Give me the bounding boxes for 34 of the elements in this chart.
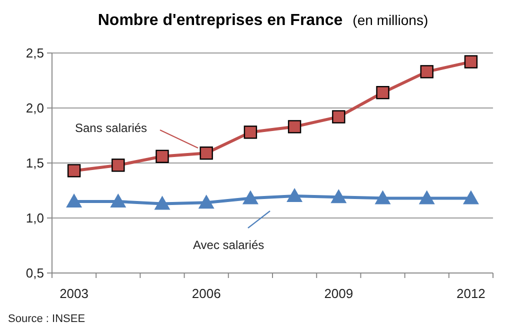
y-tick-label: 0,5 [26, 266, 44, 281]
point [376, 86, 390, 100]
point [110, 194, 126, 208]
point [330, 189, 347, 204]
point [462, 190, 479, 204]
x-tick-label: 2006 [192, 286, 221, 301]
series-label: Sans salariés [75, 121, 148, 135]
point [156, 150, 169, 163]
point [242, 190, 258, 204]
legend-label: Avec salariés [193, 238, 264, 252]
x-tick-label: 2003 [60, 286, 89, 301]
point [67, 164, 81, 178]
point [288, 120, 302, 134]
point [198, 194, 214, 209]
y-tick-label: 1,0 [26, 210, 44, 226]
point [286, 188, 303, 202]
y-tick-label: 2,0 [26, 100, 44, 116]
point [332, 110, 346, 124]
point [420, 65, 434, 78]
point [154, 196, 170, 210]
point [464, 55, 478, 68]
y-tick-label: 1,5 [26, 156, 44, 171]
point [244, 126, 258, 139]
point [112, 158, 125, 172]
chart-title: Nombre d'entreprises en France [98, 12, 343, 29]
point [418, 190, 435, 204]
x-tick-label: 2009 [324, 286, 354, 301]
x-tick-label: 2012 [456, 286, 486, 301]
point [200, 146, 213, 160]
source-note: Source : INSEE [8, 313, 86, 325]
point [374, 190, 391, 204]
y-tick-label: 2,5 [26, 46, 44, 61]
point [66, 194, 82, 208]
chart-subtitle: (en millions) [352, 12, 428, 28]
